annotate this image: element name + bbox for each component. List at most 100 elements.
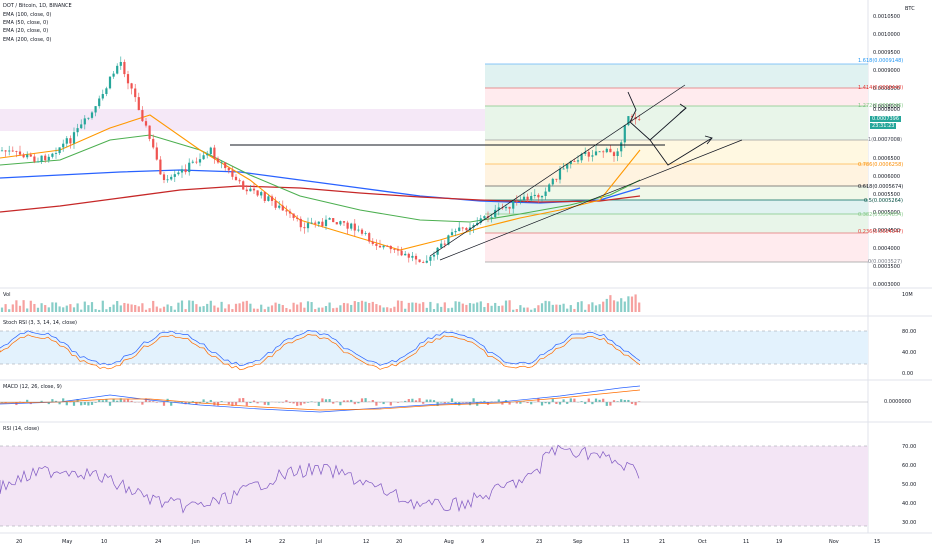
volume-bar [123,302,126,312]
volume-bar [126,303,130,312]
volume-bar [418,303,421,312]
candle-body [537,194,540,198]
macd-histogram-bar [389,402,392,406]
legend-macd[interactable]: MACD (12, 26, close, 9) [3,384,62,390]
fib-label-1272: 1.272(0.0007946) [858,103,904,109]
legend-ema20[interactable]: EMA (20, close, 0) [3,28,49,34]
macd-histogram-bar [587,398,590,402]
candle-body [126,74,130,84]
legend-volume[interactable]: Vol [3,292,11,298]
macd-histogram-bar [285,400,288,402]
legend-ema100[interactable]: EMA (100, close, 0) [3,12,52,18]
symbol-title[interactable]: DOT / Bitcoin, 1D, BINANCE [3,3,72,9]
candle-body [292,213,295,218]
macd-histogram-bar [152,401,155,402]
macd-histogram-bar [83,402,86,405]
volume-bar [335,307,338,312]
price-tick: 0.0010000 [873,32,901,38]
macd-histogram-bar [440,402,443,403]
candle-body [587,152,590,157]
candle-body [238,180,241,182]
price-tick: 0.0009000 [873,68,901,74]
volume-bar [263,309,266,312]
legend-ema200[interactable]: EMA (200, close, 0) [3,37,52,43]
volume-bar [587,304,590,312]
volume-bar [173,309,176,312]
candle-body [299,218,302,228]
price-tick: 0.0007000 [873,137,901,143]
volume-bar [454,301,457,312]
macd-histogram-bar [267,402,270,406]
volume-bar [324,306,328,312]
candle-body [432,254,436,257]
volume-bar [512,309,515,312]
volume-bar [386,307,389,312]
volume-bar [609,295,612,312]
time-tick: Jun [192,539,200,545]
candle-body [270,196,274,201]
volume-bar [274,302,277,312]
macd-histogram-bar [562,399,565,402]
legend-ema50[interactable]: EMA (50, close, 0) [3,20,49,26]
fib-band [485,88,868,106]
macd-histogram-bar [418,398,421,402]
macd-histogram-bar [216,402,220,406]
volume-bar [591,302,594,312]
volume-bar [638,302,641,312]
macd-histogram-bar [623,399,626,402]
fib-label-0382: 0.382(0.0004854) [858,212,904,218]
macd-histogram-bar [612,400,616,402]
candle-body [184,169,187,173]
candle-body [400,250,403,256]
rsi-axis-tick: 50.00 [902,482,917,488]
candle-body [0,150,4,152]
current-price-badge: 0.0007396 [870,116,902,122]
rsi-axis-tick: 70.00 [902,444,917,450]
time-tick: May [62,539,73,545]
volume-bar [634,294,637,312]
candle-body [224,162,227,169]
volume-bar [497,305,500,312]
candle-body [443,243,446,245]
candle-body [450,232,454,236]
macd-histogram-bar [404,400,407,402]
candle-body [101,94,104,99]
candle-body [191,161,194,163]
axis-currency: BTC [905,6,915,12]
stoch-axis-tick: 0.00 [902,371,914,377]
candle-body [375,243,378,246]
candle-body [594,151,598,156]
candle-body [22,154,25,158]
macd-histogram-bar [501,402,504,405]
fib-band [485,64,868,88]
candle-body [94,106,97,113]
macd-histogram-bar [101,400,104,402]
volume-bar [285,307,288,312]
candle-body [54,153,58,154]
macd-histogram-bar [555,402,558,405]
ema20-line [0,114,641,251]
volume-bar [389,308,392,312]
legend-rsi[interactable]: RSI (14, close) [3,426,40,432]
macd-histogram-bar [310,401,313,402]
macd-histogram-bar [296,402,299,406]
volume-bar [260,304,263,312]
macd-histogram-bar [638,401,641,402]
stoch-band [0,331,868,364]
candle-body [278,205,281,208]
macd-histogram-bar [299,402,302,406]
volume-bar [112,304,115,312]
volume-bar [213,305,216,312]
legend-stoch-rsi[interactable]: Stoch RSI (3, 3, 14, 14, close) [3,320,77,326]
volume-bar [396,300,400,312]
macd-histogram-bar [141,402,144,405]
volume-bar [166,304,169,312]
volume-bar [342,302,346,312]
candle-body [454,231,457,233]
candle-body [296,217,299,219]
volume-bar [472,303,475,312]
candle-body [40,155,43,162]
candle-body [123,61,126,75]
